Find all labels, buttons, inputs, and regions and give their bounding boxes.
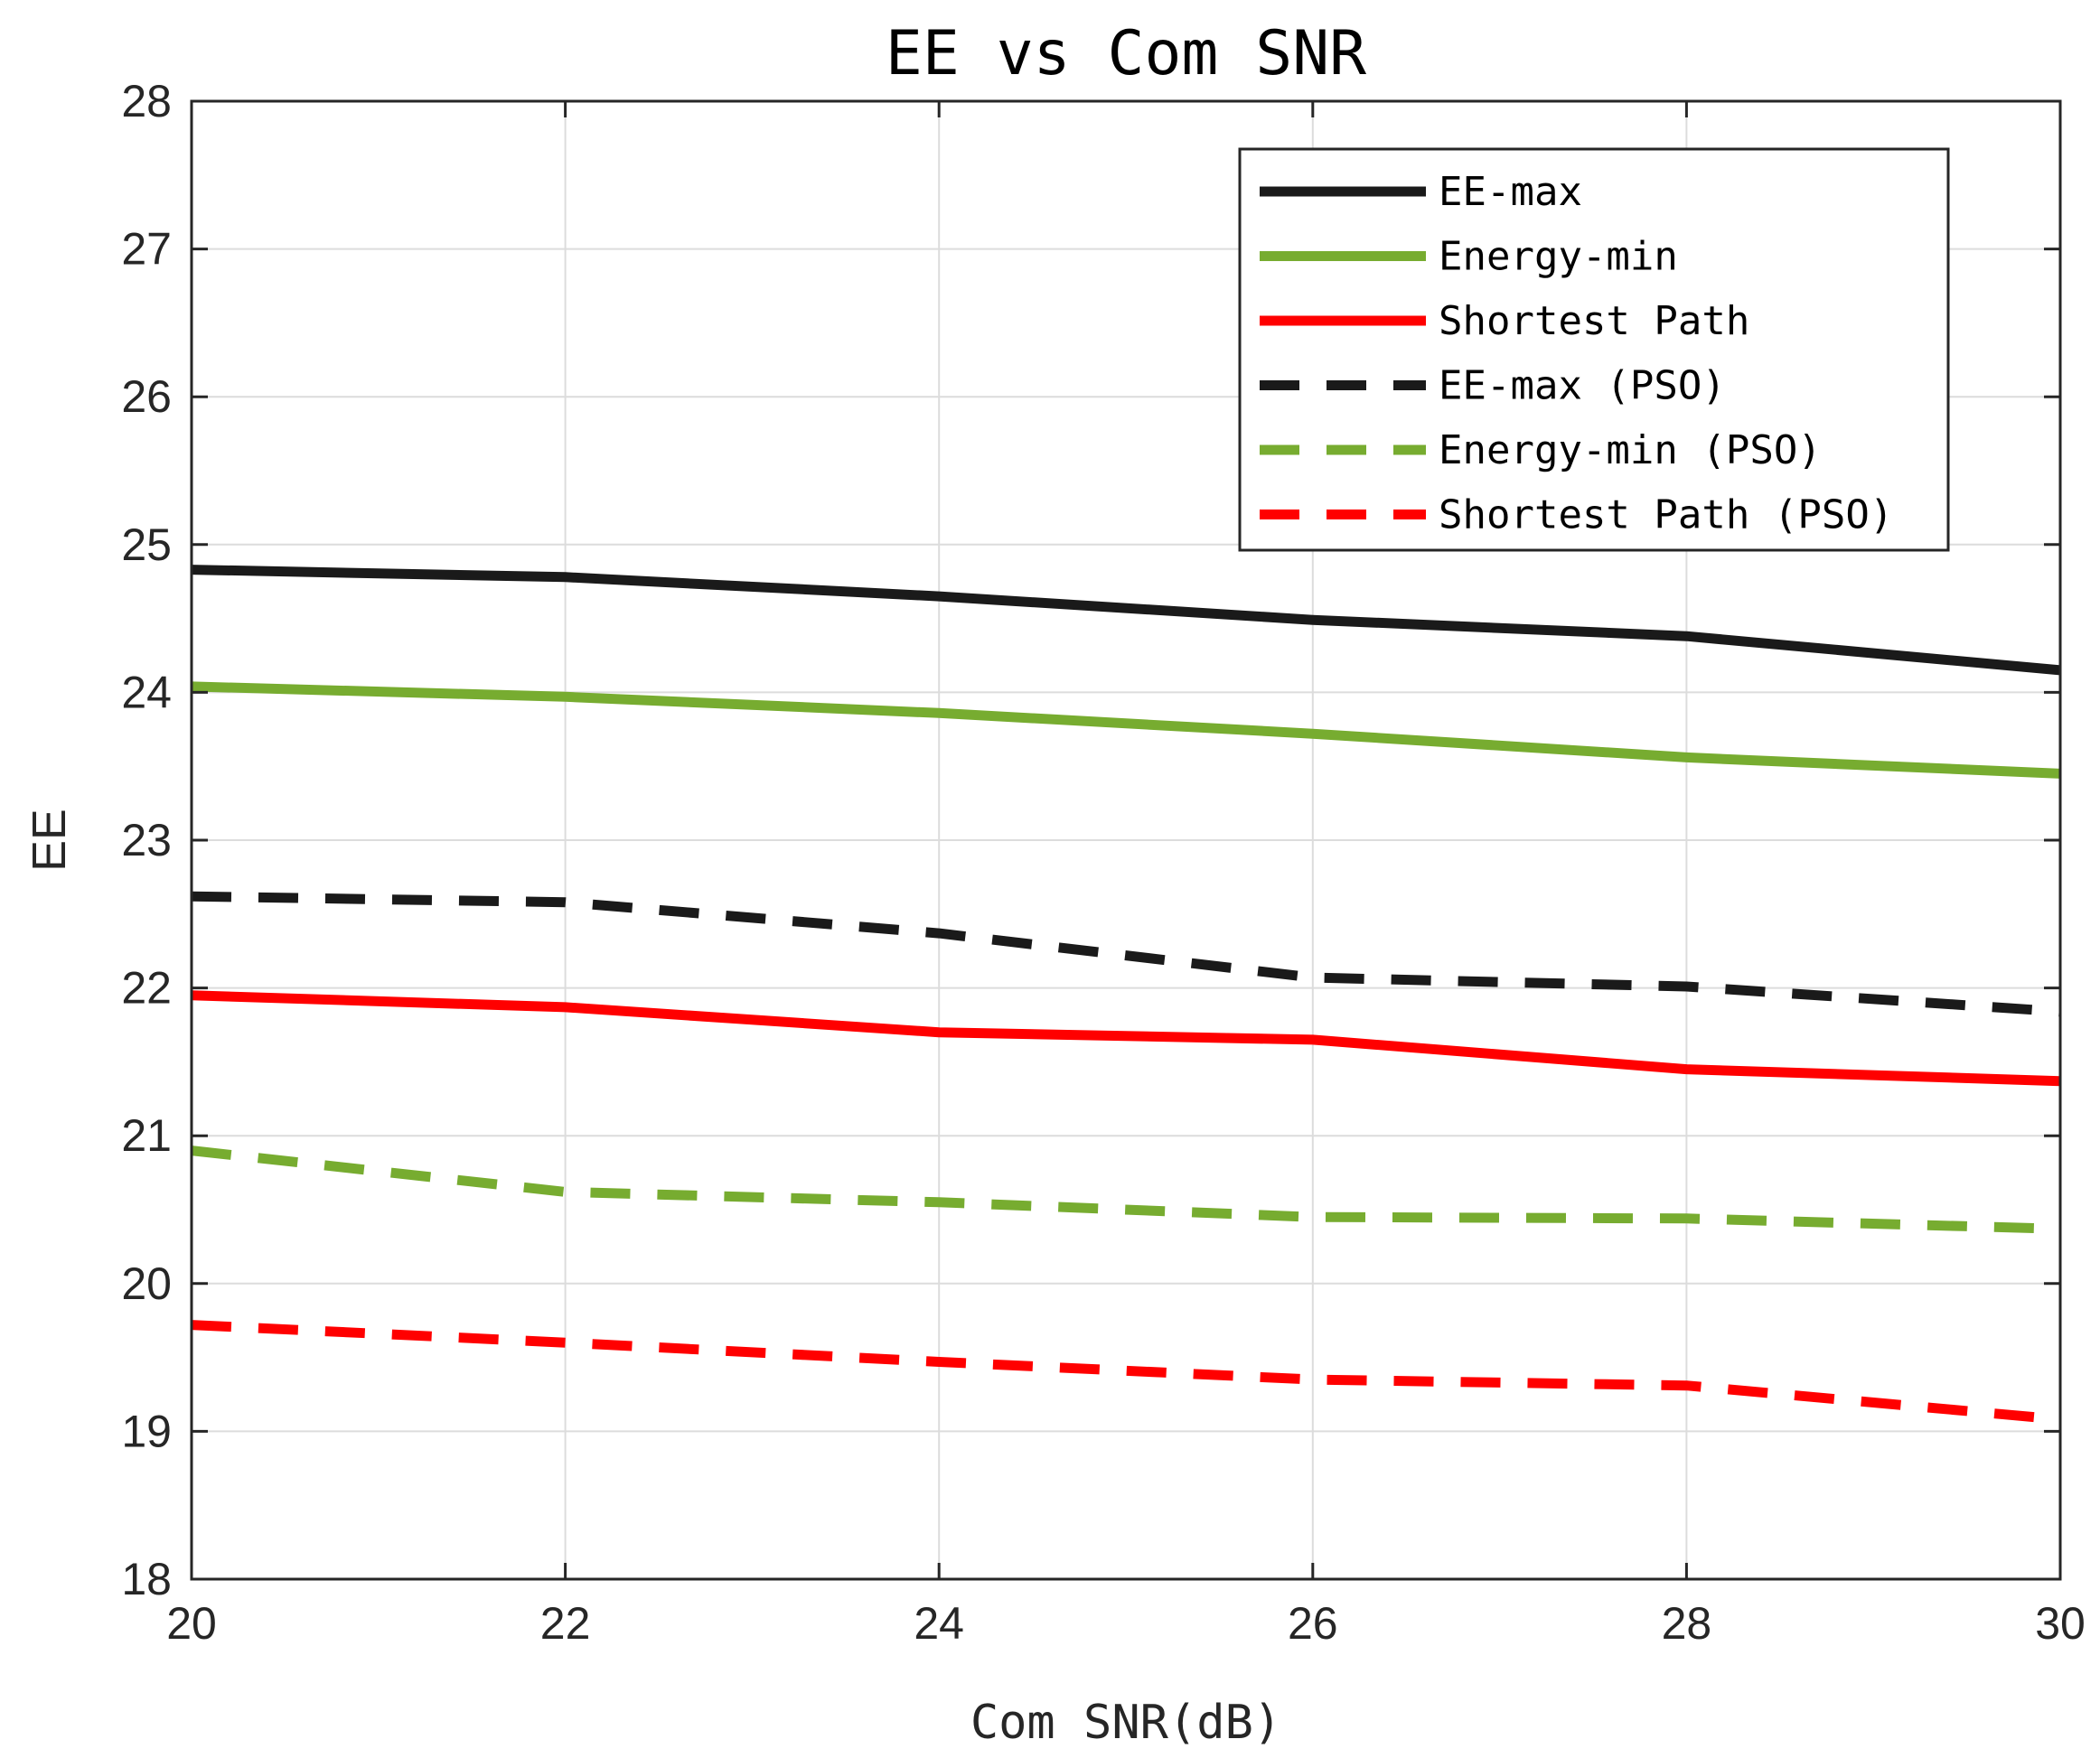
x-tick-label: 22 [540,1598,591,1649]
x-tick-label: 26 [1288,1598,1338,1649]
legend-label-1: Energy-min [1439,234,1678,280]
x-tick-label: 28 [1662,1598,1712,1649]
y-tick-label: 25 [121,519,172,570]
y-tick-label: 28 [121,76,172,126]
y-tick-label: 23 [121,815,172,865]
x-tick-label: 30 [2035,1598,2086,1649]
chart-title: EE vs Com SNR [886,18,1366,89]
x-axis-ticks: 20 22 24 26 28 30 [166,101,2086,1649]
y-tick-label: 20 [121,1258,172,1309]
series-line-4 [191,1146,2061,1234]
series-line-5 [191,1320,2061,1425]
legend-label-3: EE-max (PSO) [1439,363,1726,409]
legend-label-4: Energy-min (PSO) [1439,427,1822,473]
y-tick-label: 27 [121,224,172,275]
legend-label-2: Shortest Path [1439,298,1749,344]
y-tick-label: 18 [121,1554,172,1604]
legend-label-5: Shortest Path (PSO) [1439,492,1893,538]
y-axis-label: EE [23,809,76,871]
x-tick-label: 20 [166,1598,217,1649]
y-tick-label: 24 [121,667,172,717]
y-tick-label: 21 [121,1110,172,1161]
series-line-3 [191,891,2061,1017]
y-tick-label: 19 [121,1406,172,1456]
legend: EE-max Energy-min Shortest Path EE-max (PSO… [1238,147,1950,552]
x-tick-label: 24 [914,1598,964,1649]
y-axis-ticks: 18 19 20 21 22 23 24 25 26 27 28 [121,76,2060,1604]
x-axis-label: Com SNR(dB) [970,1696,1281,1750]
series-layer [191,565,2061,1425]
y-tick-label: 22 [121,963,172,1014]
legend-box [1238,147,1950,552]
series-line-1 [191,681,2061,779]
y-tick-label: 26 [121,371,172,422]
legend-label-0: EE-max [1439,169,1582,215]
series-line-2 [191,990,2061,1087]
series-line-0 [191,565,2061,676]
